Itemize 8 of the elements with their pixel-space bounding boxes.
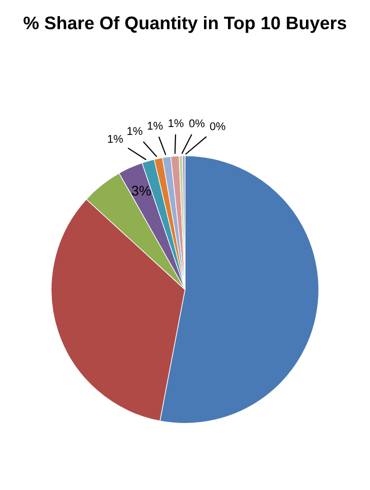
data-label: 3%: [132, 186, 151, 196]
data-label: 1%: [127, 127, 142, 135]
chart-title: % Share Of Quantity in Top 10 Buyers: [24, 16, 346, 33]
data-label: 0%: [210, 122, 226, 130]
data-label: 1%: [148, 122, 163, 130]
data-label: 1%: [168, 119, 184, 128]
data-label: 1%: [108, 134, 123, 143]
data-label: 0%: [189, 119, 204, 128]
